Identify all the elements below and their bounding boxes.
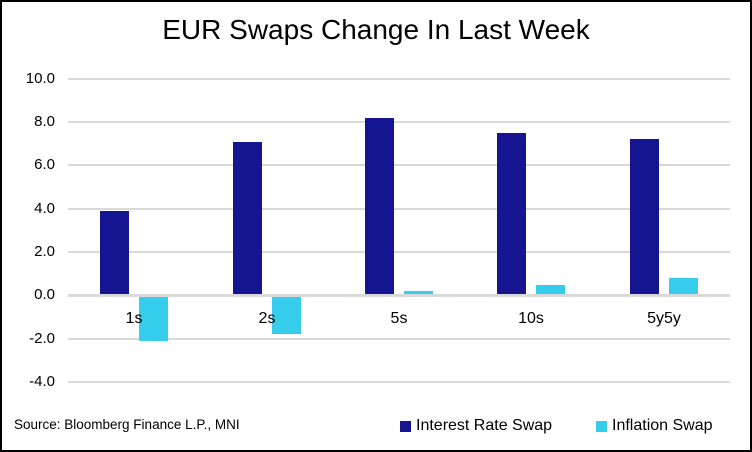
gridline: [68, 164, 730, 167]
y-axis-tick-label: 0.0: [34, 286, 55, 304]
x-axis-category-label: 5s: [390, 310, 408, 327]
gridline: [68, 77, 730, 80]
gridline: [68, 337, 730, 340]
y-axis-tick-label: 2.0: [34, 242, 55, 260]
legend-item-inflation-swap: Inflation Swap: [596, 416, 713, 436]
bar-inflation-swap-10s: [536, 284, 565, 295]
bar-interest-rate-swap-1s: [100, 210, 129, 295]
y-axis-tick-label: 4.0: [34, 199, 55, 217]
bar-inflation-swap-2s: [272, 297, 301, 335]
zero-gridline: [68, 293, 730, 297]
legend-label-inflation-swap: Inflation Swap: [612, 417, 713, 434]
bar-interest-rate-swap-5s: [365, 117, 394, 295]
interest-rate-swap-swatch-icon: [400, 420, 411, 432]
y-axis-tick-label: -2.0: [29, 329, 55, 347]
y-axis-tick-label: 8.0: [34, 112, 55, 130]
inflation-swap-swatch-icon: [596, 420, 607, 432]
y-axis-tick-label: 10.0: [25, 69, 55, 87]
bar-interest-rate-swap-2s: [233, 141, 262, 295]
x-axis-category-label: 2s: [258, 310, 276, 327]
y-axis-tick-label: 6.0: [34, 156, 55, 174]
x-axis-category-label: 5y5y: [647, 310, 681, 327]
source-note: Source: Bloomberg Finance L.P., MNI: [14, 417, 240, 432]
gridline: [68, 207, 730, 210]
bar-interest-rate-swap-5y5y: [630, 139, 659, 295]
gridline: [68, 120, 730, 123]
gridline: [68, 250, 730, 253]
bar-inflation-swap-5s: [404, 291, 433, 295]
legend-label-interest-rate-swap: Interest Rate Swap: [416, 417, 553, 434]
x-axis-category-label: 10s: [518, 310, 544, 327]
bar-interest-rate-swap-10s: [497, 132, 526, 295]
chart-title: EUR Swaps Change In Last Week: [162, 14, 590, 45]
legend-item-interest-rate-swap: Interest Rate Swap: [400, 416, 552, 436]
bar-inflation-swap-1s: [139, 297, 168, 341]
bar-inflation-swap-5y5y: [669, 278, 698, 295]
gridline: [68, 380, 730, 383]
y-axis-tick-label: -4.0: [29, 372, 55, 390]
x-axis-category-label: 1s: [125, 310, 143, 327]
